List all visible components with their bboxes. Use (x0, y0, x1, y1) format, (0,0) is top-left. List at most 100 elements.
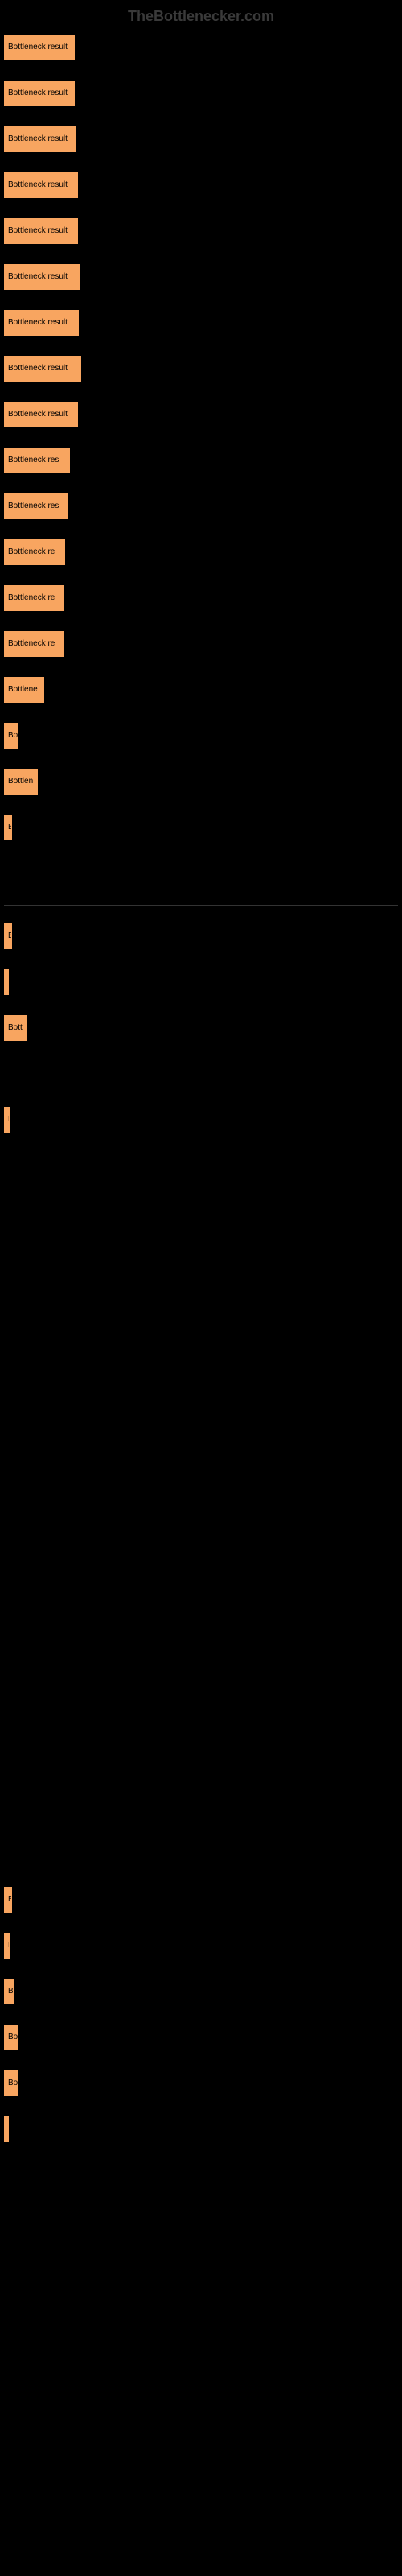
bar-row: Bottleneck re (4, 538, 398, 566)
bar-label: Bottleneck result (8, 318, 68, 327)
bar: B (4, 923, 12, 949)
bar-row: Bo (4, 721, 398, 749)
bar-row: Bottleneck res (4, 446, 398, 474)
bar: Bottleneck res (4, 448, 70, 473)
bar-label: Bottleneck result (8, 364, 68, 373)
bar-label: Bo (8, 731, 18, 740)
bar-label: Bottleneck result (8, 410, 68, 419)
bar-row (4, 1564, 398, 1592)
bar-row: Bottlene (4, 675, 398, 704)
bar: Bottleneck result (4, 172, 78, 198)
bar (4, 2116, 9, 2142)
bar-row: Bottleneck re (4, 630, 398, 658)
bar: B (4, 1107, 10, 1133)
bar: Bottleneck result (4, 310, 79, 336)
bar-row (4, 2115, 398, 2143)
bar: Bottleneck res (4, 493, 68, 519)
bar-row: B (4, 1977, 398, 2005)
bar: Bottleneck result (4, 402, 78, 427)
bar-chart: Bottleneck result Bottleneck result Bottle… (0, 33, 402, 2143)
bar: Bottlene (4, 677, 44, 703)
bar-row: Bottleneck res (4, 492, 398, 520)
bar: Bottleneck re (4, 631, 64, 657)
bar-label: Bottlene (8, 685, 38, 694)
bar: Bottleneck result (4, 356, 81, 382)
bar: Bottleneck result (4, 264, 80, 290)
bar-label: Bottleneck result (8, 180, 68, 189)
bar: Bottleneck re (4, 585, 64, 611)
bar-row: B (4, 1885, 398, 1913)
bar: Bott (4, 1015, 27, 1041)
bar-label: B (8, 1987, 13, 1996)
bar-row: Bottleneck result (4, 217, 398, 245)
bar: Bottleneck result (4, 218, 78, 244)
bar-label: Bo (8, 2033, 18, 2041)
bar-label: B (8, 1895, 11, 1904)
bar: Bo (4, 723, 18, 749)
bar-row (4, 1472, 398, 1501)
bar-row (4, 1243, 398, 1271)
bar: B (4, 1933, 10, 1959)
separator (4, 905, 398, 906)
bar-row (4, 1518, 398, 1546)
bar: Bottlen (4, 769, 38, 795)
bar: Bottleneck re (4, 539, 65, 565)
bar: Bottleneck result (4, 80, 75, 106)
bar-label: Bottleneck result (8, 134, 68, 143)
bar-label: Bottleneck result (8, 226, 68, 235)
bar-row (4, 1794, 398, 1822)
bar-row: Bottleneck result (4, 171, 398, 199)
bar-row (4, 1426, 398, 1455)
bar-label: B (8, 1115, 9, 1124)
bar-row (4, 1381, 398, 1409)
bar: B (4, 1887, 12, 1913)
bar: Bo (4, 2070, 18, 2096)
bar-row (4, 1059, 398, 1088)
bar-label: Bott (8, 1023, 23, 1032)
bar-row: B (4, 1105, 398, 1133)
bar-row (4, 1197, 398, 1225)
bar-row: Bottleneck re (4, 584, 398, 612)
bar-row: Bott (4, 1013, 398, 1042)
bar-row: Bo (4, 2023, 398, 2051)
bar-row (4, 1151, 398, 1179)
bar-row: B (4, 1931, 398, 1959)
bar-row: B (4, 922, 398, 950)
bar-row (4, 1839, 398, 1868)
bar-row: Bottleneck result (4, 33, 398, 61)
bar-label: Bottlen (8, 777, 33, 786)
bar-label: Bottleneck result (8, 89, 68, 97)
bar-row (4, 1702, 398, 1730)
bar-row (4, 1656, 398, 1684)
bar-row (4, 1748, 398, 1776)
bar-label: B (8, 931, 11, 940)
bar: Bo (4, 2025, 18, 2050)
bar-row: Bottleneck result (4, 308, 398, 336)
bar: Bottleneck result (4, 35, 75, 60)
bar-row: B (4, 813, 398, 841)
bar: B (4, 815, 12, 840)
bar-row: Bo (4, 2069, 398, 2097)
bar: B (4, 1979, 14, 2004)
bar-row (4, 859, 398, 887)
bar (4, 969, 9, 995)
bar-row (4, 968, 398, 996)
bar-row (4, 1610, 398, 1638)
bar-label: Bottleneck result (8, 272, 68, 281)
bar-label: Bottleneck re (8, 639, 55, 648)
bar: Bottleneck result (4, 126, 76, 152)
bar-label: B (8, 1941, 9, 1950)
watermark-text: TheBottlenecker.com (0, 0, 402, 33)
bar-row: Bottleneck result (4, 125, 398, 153)
bar-row: Bottleneck result (4, 79, 398, 107)
bar-row (4, 1335, 398, 1363)
bar-label: B (8, 823, 11, 832)
bar-label: Bottleneck re (8, 593, 55, 602)
bar-row: Bottleneck result (4, 262, 398, 291)
bar-row: Bottleneck result (4, 400, 398, 428)
bar-label: Bottleneck res (8, 456, 59, 464)
bar-label: Bottleneck result (8, 43, 68, 52)
bar-row: Bottleneck result (4, 354, 398, 382)
bar-row: Bottlen (4, 767, 398, 795)
bar-label: Bo (8, 2079, 18, 2087)
